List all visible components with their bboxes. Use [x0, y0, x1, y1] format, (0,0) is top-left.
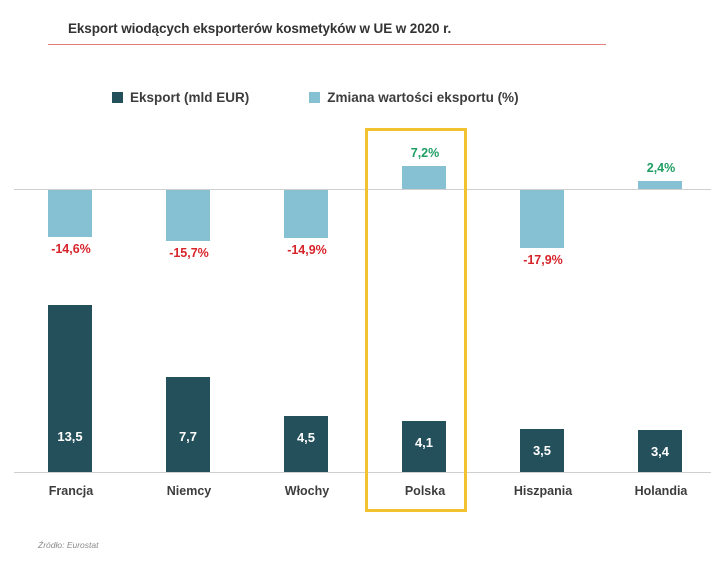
change-value-label: -14,6%	[51, 242, 91, 257]
square-swatch-icon	[309, 92, 321, 103]
export-bar	[520, 428, 564, 472]
category-label-francja: Francja	[48, 484, 94, 498]
legend-label-export: Eksport (mld EUR)	[130, 90, 250, 105]
export-value-label: 4,1	[414, 435, 434, 451]
zero-axis-line	[14, 189, 711, 190]
category-axis-line	[14, 472, 711, 473]
square-swatch-icon	[112, 92, 123, 103]
page-title: Eksport wiodących eksporterów kosmetyków…	[68, 21, 452, 36]
export-bar	[638, 429, 682, 472]
export-bar	[284, 416, 328, 472]
change-bar	[48, 190, 92, 238]
legend-item-change: Zmiana wartości eksportu (%)	[309, 90, 519, 105]
export-value-label: 3,5	[532, 442, 552, 458]
bar-group-holandia: 2,4% 3,4 Holandia	[602, 0, 720, 520]
export-bar	[402, 421, 446, 472]
export-value-label: 3,4	[650, 443, 670, 459]
category-label-włochy: Włochy	[284, 484, 330, 498]
export-value-label: 4,5	[296, 430, 316, 446]
bar-group-hiszpania: -17,9% 3,5 Hiszpania	[484, 0, 602, 520]
change-value-label: -14,9%	[287, 243, 327, 258]
change-value-label: -17,9%	[523, 253, 563, 268]
source-note: Źródło: Eurostat	[38, 540, 99, 550]
export-bar	[48, 305, 92, 472]
bar-group-polska: 7,2% 4,1 Polska	[366, 0, 484, 520]
change-bar	[520, 190, 564, 249]
bar-group-niemcy: -15,7% 7,7 Niemcy	[130, 0, 248, 520]
export-bar	[166, 376, 210, 472]
change-value-label: 2,4%	[646, 161, 676, 176]
title-underline-rule	[48, 44, 606, 45]
change-bar	[402, 165, 446, 189]
change-bar	[284, 190, 328, 239]
chart-legend: Eksport (mld EUR) Zmiana wartości ekspor…	[112, 90, 519, 105]
export-value-label: 13,5	[57, 429, 83, 444]
change-bar	[638, 181, 682, 189]
change-value-label: 7,2%	[410, 145, 440, 160]
legend-label-change: Zmiana wartości eksportu (%)	[327, 90, 519, 105]
change-bar	[166, 190, 210, 242]
change-value-label: -15,7%	[169, 246, 209, 261]
category-label-polska: Polska	[404, 484, 446, 498]
category-label-hiszpania: Hiszpania	[513, 484, 573, 498]
plot-area: -14,6% 13,5 Francja -15,7% 7,7 Niemcy -14,9% 4,…	[12, 0, 720, 520]
category-label-niemcy: Niemcy	[166, 484, 212, 498]
bar-group-włochy: -14,9% 4,5 Włochy	[248, 0, 366, 520]
legend-item-export: Eksport (mld EUR)	[112, 90, 249, 105]
category-label-holandia: Holandia	[634, 484, 688, 498]
export-value-label: 7,7	[178, 429, 198, 444]
bar-group-francja: -14,6% 13,5 Francja	[12, 0, 130, 520]
